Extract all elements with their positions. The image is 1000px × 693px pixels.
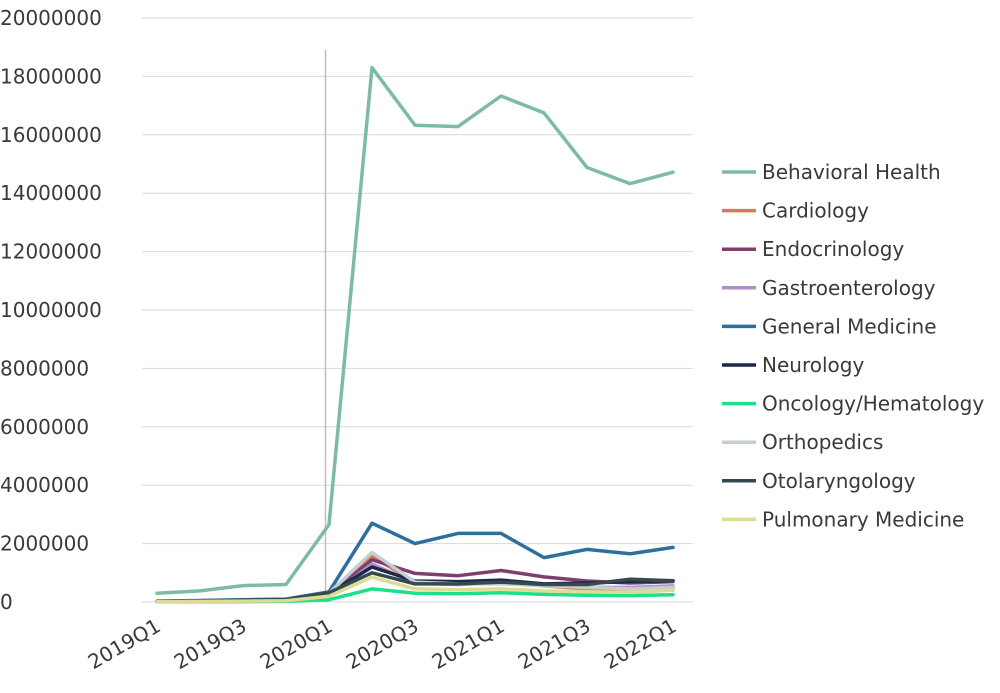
series-line-behavioral-health bbox=[155, 65, 675, 595]
y-tick-label: 18000000 bbox=[0, 64, 102, 88]
y-tick-label: 14000000 bbox=[0, 181, 102, 205]
y-tick-label: 8000000 bbox=[0, 356, 89, 380]
y-tick-label: 12000000 bbox=[0, 240, 102, 264]
series-line-pulmonary-medicine bbox=[155, 575, 675, 604]
legend-label: Neurology bbox=[762, 353, 864, 377]
grid-layer bbox=[142, 17, 693, 603]
y-tick-label: 2000000 bbox=[0, 532, 89, 556]
y-tick-label: 10000000 bbox=[0, 298, 102, 322]
legend-label: Behavioral Health bbox=[762, 160, 941, 184]
x-tick-label: 2019Q1 bbox=[84, 614, 165, 674]
y-tick-label: 4000000 bbox=[0, 473, 89, 497]
legend-label: Oncology/Hematology bbox=[762, 392, 984, 416]
legend-label: Pulmonary Medicine bbox=[762, 507, 964, 531]
series-layer bbox=[155, 65, 675, 604]
x-tick-label: 2020Q1 bbox=[256, 614, 337, 674]
legend-label: Cardiology bbox=[762, 199, 869, 223]
legend-label: Gastroenterology bbox=[762, 276, 936, 300]
y-tick-label: 6000000 bbox=[0, 415, 89, 439]
x-axis-ticks: 2019Q1 2019Q3 2020Q1 2020Q3 2021Q1 2021Q3 2022… bbox=[84, 614, 681, 674]
legend-label: Otolaryngology bbox=[762, 469, 916, 493]
y-axis-ticks: 0 2000000 4000000 6000000 8000000 10000000 120… bbox=[0, 6, 102, 614]
y-tick-label: 20000000 bbox=[0, 6, 102, 30]
legend: Behavioral Health Cardiology Endocrinology… bbox=[722, 160, 984, 531]
legend-label: Endocrinology bbox=[762, 237, 904, 261]
y-tick-label: 16000000 bbox=[0, 123, 102, 147]
y-tick-label: 0 bbox=[0, 590, 13, 614]
legend-label: Orthopedics bbox=[762, 430, 883, 454]
x-tick-label: 2019Q3 bbox=[170, 614, 251, 674]
x-tick-label: 2020Q3 bbox=[342, 614, 423, 674]
x-tick-label: 2022Q1 bbox=[600, 614, 681, 674]
legend-label: General Medicine bbox=[762, 314, 937, 338]
x-tick-label: 2021Q3 bbox=[514, 614, 595, 674]
x-tick-label: 2021Q1 bbox=[428, 614, 509, 674]
